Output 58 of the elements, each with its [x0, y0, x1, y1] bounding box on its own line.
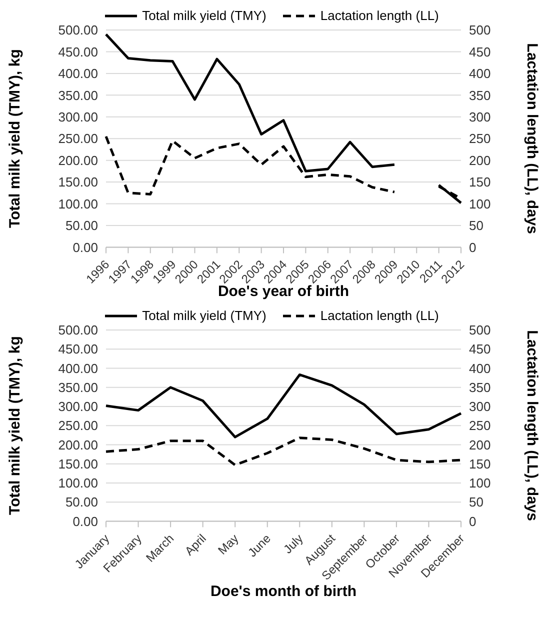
y-tick-label: 150.00: [58, 456, 98, 472]
y-axis-title: Total milk yield (TMY), kg: [6, 336, 24, 516]
y-tick-label: 400.00: [58, 360, 98, 376]
y2-tick-label: 200: [469, 152, 491, 168]
line-series: [104, 373, 462, 438]
y-tick-label: 350.00: [58, 88, 98, 103]
y-axis-title: Total milk yield (TMY), kg: [6, 49, 24, 228]
x-tick-label: May: [215, 531, 242, 558]
y2-tick-label: 250: [469, 418, 491, 434]
y-tick-label: 250.00: [58, 131, 98, 146]
legend-label: Lactation length (LL): [320, 8, 439, 23]
legend-label: Total milk yield (TMY): [142, 308, 266, 323]
legend-label: Lactation length (LL): [320, 308, 439, 323]
y2-tick-label: 100: [469, 476, 491, 491]
y2-tick-label: 0: [469, 514, 476, 529]
y2-tick-label: 350: [469, 88, 491, 103]
y-tick-label: 150.00: [58, 174, 98, 190]
y-tick-label: 50.00: [65, 494, 98, 510]
y-tick-label: 50.00: [65, 218, 98, 234]
y-tick-label: 250.00: [58, 418, 98, 434]
x-axis-title: Doe's month of birth: [210, 583, 357, 600]
y-tick-label: 300.00: [58, 109, 98, 124]
y-tick-label: 200.00: [58, 152, 98, 168]
y-tick-label: 100.00: [58, 196, 98, 212]
y2-axis-title: Lactation length (LL), days: [524, 330, 541, 522]
y2-tick-label: 50: [469, 494, 484, 510]
y2-tick-label: 150: [469, 174, 491, 190]
y2-axis-title: Lactation length (LL), days: [524, 43, 541, 234]
line-series: [104, 436, 462, 466]
y-tick-label: 450.00: [58, 44, 98, 60]
y2-tick-label: 150: [469, 456, 491, 472]
x-tick-label: July: [280, 531, 306, 556]
y-tick-label: 350.00: [58, 380, 98, 395]
y2-tick-label: 350: [469, 380, 491, 395]
y-tick-label: 500.00: [58, 322, 98, 338]
y2-tick-label: 450: [469, 44, 491, 60]
y2-tick-label: 200: [469, 437, 491, 452]
y2-tick-label: 300: [469, 109, 491, 124]
y2-tick-label: 50: [469, 218, 484, 234]
y2-tick-label: 450: [469, 342, 491, 357]
y2-tick-label: 500: [469, 322, 491, 338]
y2-tick-label: 400: [469, 66, 491, 82]
y-tick-label: 200.00: [58, 437, 98, 452]
y-tick-label: 300.00: [58, 399, 98, 414]
y2-tick-label: 300: [469, 399, 491, 414]
legend-label: Total milk yield (TMY): [142, 8, 266, 23]
y2-tick-label: 250: [469, 131, 491, 146]
y-tick-label: 100.00: [58, 476, 98, 491]
y2-tick-label: 100: [469, 196, 491, 212]
y2-tick-label: 0: [469, 240, 476, 255]
y-tick-label: 0.00: [72, 514, 98, 529]
y2-tick-label: 500: [469, 22, 491, 38]
y-tick-label: 500.00: [58, 22, 98, 38]
y-tick-label: 0.00: [72, 240, 98, 255]
y-tick-label: 400.00: [58, 66, 98, 82]
x-axis-title: Doe's year of birth: [218, 283, 350, 300]
y2-tick-label: 400: [469, 360, 491, 376]
y-tick-label: 450.00: [58, 342, 98, 357]
